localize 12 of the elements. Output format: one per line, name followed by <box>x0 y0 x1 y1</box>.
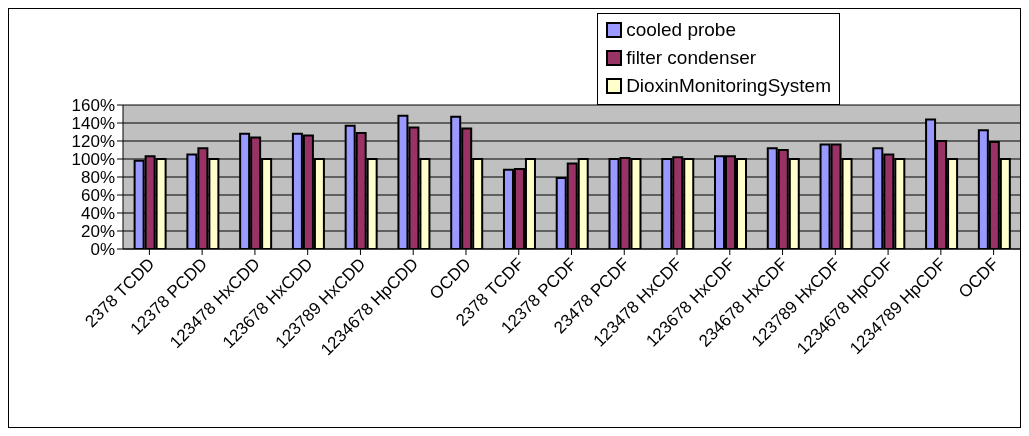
y-tick-label: 40% <box>80 204 115 224</box>
y-tick-label: 20% <box>80 222 115 242</box>
y-tick-label: 100% <box>71 150 115 170</box>
legend-label: filter condenser <box>626 46 757 70</box>
y-tick-label: 160% <box>71 96 115 116</box>
y-tick-label: 120% <box>71 132 115 152</box>
legend-label: cooled probe <box>626 18 737 42</box>
y-tick-label: 140% <box>71 114 115 134</box>
legend-label: DioxinMonitoringSystem <box>626 74 831 98</box>
y-tick-label: 60% <box>80 186 115 206</box>
y-tick-label: 0% <box>90 240 115 260</box>
y-tick-label: 80% <box>80 168 115 188</box>
